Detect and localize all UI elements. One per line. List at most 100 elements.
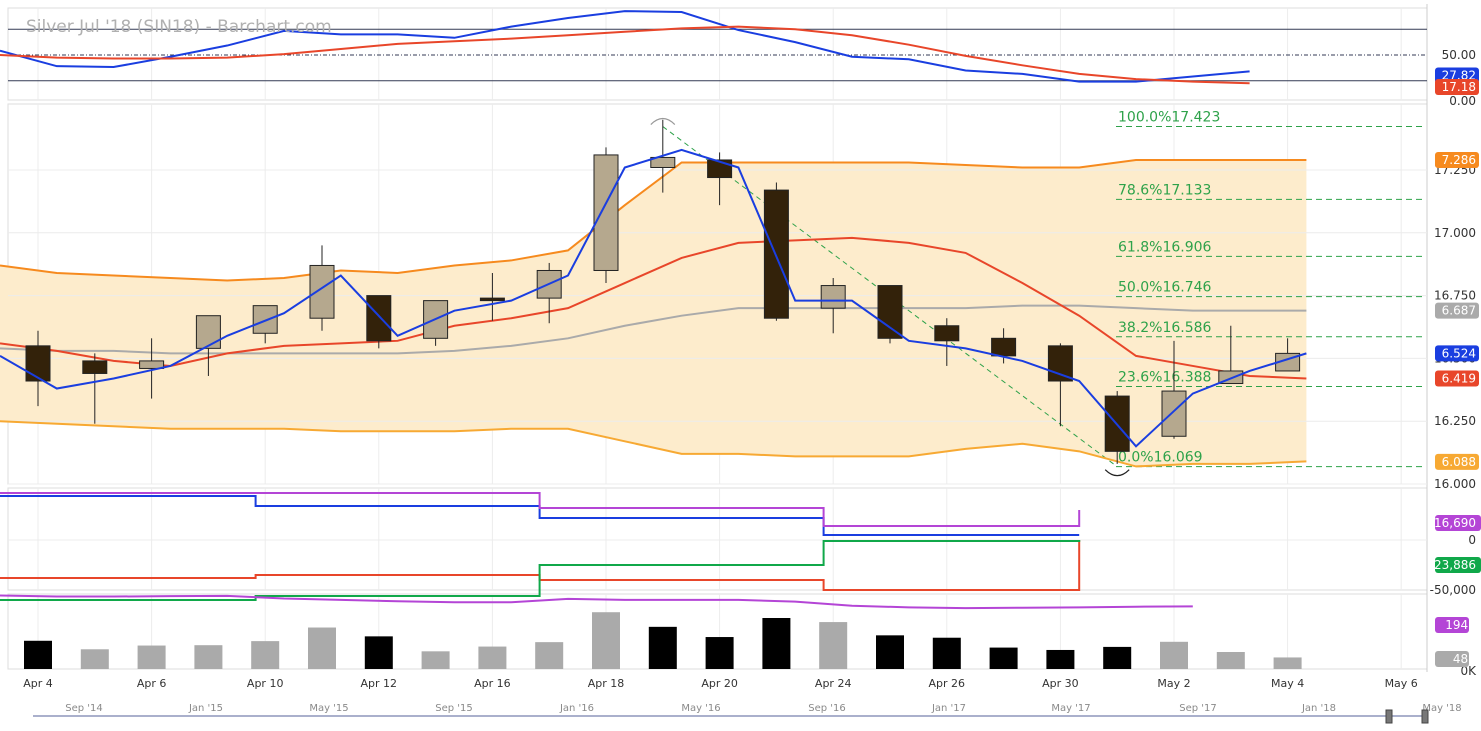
navigator-label: May '16 — [681, 703, 720, 714]
candle-body — [934, 325, 960, 342]
navigator-label: Jan '16 — [559, 703, 594, 714]
candle-body — [309, 264, 335, 319]
moving-average-line — [0, 236, 1307, 380]
price-tick: 17.000 — [1434, 226, 1476, 240]
volume-last-avg: 194K — [1445, 618, 1477, 632]
price-last-close-bg — [1435, 345, 1479, 362]
bollinger-middle — [0, 304, 1307, 355]
price-last-bb-mid-bg — [1435, 302, 1479, 319]
fib-level-label: 100.0%17.423 — [1118, 110, 1220, 126]
navigator-label: May '15 — [309, 703, 348, 714]
price-last-ma: 6.419 — [1442, 371, 1476, 385]
volume-bar — [592, 612, 620, 669]
stoch-tick-50: 50.00 — [1442, 48, 1476, 62]
navigator-label: Jan '15 — [188, 703, 223, 714]
osc-tick-0: 0 — [1468, 533, 1476, 547]
volume-last-value-bg — [1435, 651, 1469, 667]
candle-body — [479, 297, 505, 302]
price-last-bb-lower-bg — [1435, 453, 1479, 470]
price-tick: 16.000 — [1434, 477, 1476, 491]
x-axis-label: Apr 6 — [137, 677, 167, 690]
navigator-label: May '17 — [1051, 703, 1090, 714]
bollinger-lower — [0, 420, 1307, 468]
x-axis-label: Apr 18 — [588, 677, 625, 690]
volume-bar — [194, 645, 223, 669]
candle-body — [139, 360, 165, 369]
osc-last-purple: 16,690 — [1434, 516, 1476, 530]
volume-bar — [308, 627, 336, 669]
osc-last-purple-bg — [1435, 515, 1481, 531]
price-last-bb-upper: 7.286 — [1442, 153, 1476, 167]
osc-tick-neg: -50,000 — [1430, 583, 1476, 597]
volume-bar — [1216, 652, 1245, 669]
volume-bar — [1273, 657, 1302, 669]
volume-bar — [364, 636, 393, 669]
bollinger-band-fill — [0, 159, 1307, 467]
fib-level-label: 50.0%16.746 — [1118, 280, 1212, 296]
fib-level-label: 38.2%16.586 — [1118, 320, 1212, 336]
x-axis-label: Apr 10 — [247, 677, 284, 690]
volume-last-value: 48K — [1453, 652, 1477, 666]
navigator-label: Sep '14 — [65, 703, 103, 714]
fib-anchor-top — [650, 117, 676, 125]
volume-bar — [80, 649, 109, 669]
x-axis-label: Apr 24 — [815, 677, 852, 690]
price-last-close: 6.524 — [1442, 346, 1476, 360]
candle-body — [25, 345, 51, 382]
candle-body — [82, 360, 108, 374]
fib-anchor-bottom — [1104, 469, 1130, 477]
price-last-bb-lower: 6.088 — [1442, 455, 1476, 469]
price-tick: 16.250 — [1434, 414, 1476, 428]
stoch-series-1 — [0, 10, 1250, 83]
osc-last-green-bg — [1435, 557, 1481, 573]
close-price-line — [0, 148, 1307, 448]
volume-bar — [137, 645, 166, 669]
bollinger-upper — [0, 158, 1307, 282]
candle-body — [195, 315, 221, 349]
candle-body — [1161, 390, 1187, 437]
x-axis-label: May 2 — [1157, 677, 1190, 690]
price-last-bb-upper-bg — [1435, 151, 1479, 168]
stoch-last-red-bg — [1435, 78, 1479, 95]
candle-body — [877, 285, 903, 339]
osc-series-2 — [0, 492, 1081, 527]
candle-body — [820, 285, 846, 309]
navigator-handle-left[interactable] — [1385, 709, 1393, 724]
volume-bar — [819, 622, 848, 669]
volume-bar — [1046, 649, 1075, 669]
fib-level-label: 0.0%16.069 — [1118, 450, 1203, 466]
candle-body — [650, 156, 676, 168]
volume-tick-0: 0K — [1460, 664, 1477, 678]
osc-series-4 — [0, 540, 1081, 601]
x-axis-label: Apr 16 — [474, 677, 511, 690]
volume-bar — [535, 642, 564, 669]
candle-body — [252, 305, 278, 334]
stoch-series-2 — [0, 25, 1250, 85]
volume-bar — [989, 647, 1018, 669]
volume-bar — [1103, 646, 1132, 669]
x-axis-label: Apr 4 — [23, 677, 53, 690]
candle-body — [593, 154, 619, 271]
volume-average-line — [0, 594, 1193, 610]
navigator-handle-right[interactable] — [1421, 709, 1429, 724]
candle-body — [366, 295, 392, 342]
volume-bar — [421, 651, 450, 669]
volume-bar — [478, 646, 507, 669]
volume-bar — [705, 637, 734, 669]
navigator-label: Sep '17 — [1179, 703, 1217, 714]
candle-body — [1047, 345, 1073, 382]
x-axis-label: May 4 — [1271, 677, 1304, 690]
stoch-last-red: 17.18 — [1442, 80, 1476, 94]
volume-bar — [24, 640, 52, 669]
fib-level-label: 61.8%16.906 — [1118, 239, 1212, 255]
volume-bar — [1160, 641, 1188, 669]
fib-level-label: 23.6%16.388 — [1118, 370, 1211, 386]
x-axis-label: Apr 20 — [701, 677, 738, 690]
price-last-bb-mid: 6.687 — [1442, 304, 1476, 318]
navigator-label: Sep '16 — [808, 703, 846, 714]
navigator-label: May '18 — [1422, 703, 1461, 714]
x-axis-label: Apr 12 — [361, 677, 398, 690]
x-axis-label: May 6 — [1385, 677, 1418, 690]
volume-bar — [648, 626, 677, 669]
